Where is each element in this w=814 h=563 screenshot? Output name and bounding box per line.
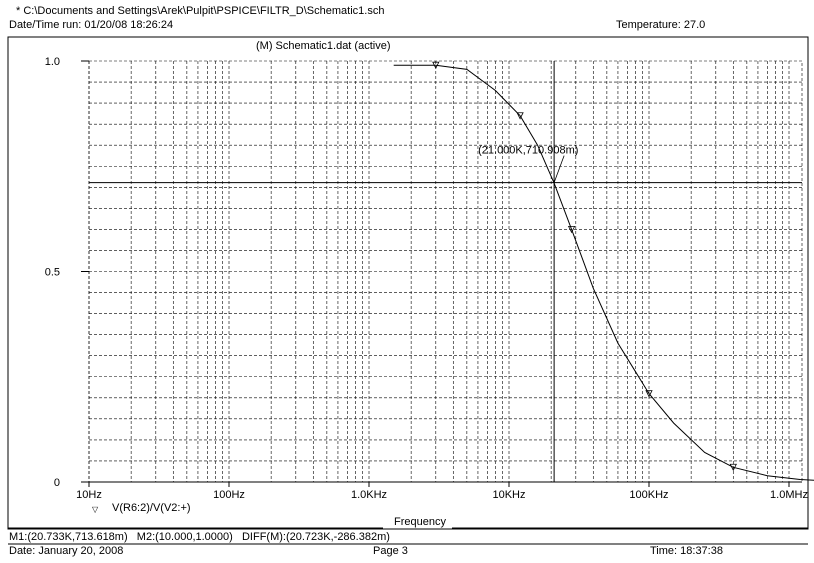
cursor-annotation-leader: [553, 155, 565, 183]
ticks-layer: 10Hz 100Hz 1.0KHz 10KHz 100KHz 1.0MHz 0 0.5 1.0: [45, 56, 808, 501]
grid-layer: [88, 61, 802, 482]
plot-section-title[interactable]: (M) Schematic1.dat (active): [256, 40, 391, 52]
cursor-layer: (21.000K,710.908m): [89, 61, 802, 482]
legend-marker-icon: ▽: [92, 505, 99, 514]
legend-series-label[interactable]: V(R6:2)/V(V2:+): [112, 502, 191, 514]
cursor-measurements: M1:(20.733K,713.618m) M2:(10.000,1.0000)…: [9, 531, 390, 543]
x-tick-label: 100KHz: [629, 489, 668, 501]
x-tick-label: 100Hz: [213, 489, 245, 501]
x-tick-label: 10Hz: [76, 489, 102, 501]
x-tick-label: 1.0MHz: [770, 489, 808, 501]
series-layer: [393, 61, 814, 481]
footer-date: Date: January 20, 2008: [9, 545, 124, 557]
cursor-annotation-label: (21.000K,710.908m): [478, 145, 578, 157]
footer-page: Page 3: [373, 545, 408, 557]
temperature: Temperature: 27.0: [616, 19, 706, 31]
series-line: [393, 64, 814, 481]
x-tick-label: 10KHz: [492, 489, 525, 501]
x-tick-label: 1.0KHz: [351, 489, 387, 501]
plot-frame: [7, 36, 809, 530]
y-tick-label: 0.5: [45, 267, 60, 279]
series-marker: [729, 463, 737, 472]
series-marker: [432, 61, 440, 70]
series-marker: [516, 112, 524, 120]
y-tick-label: 1.0: [45, 56, 60, 68]
series-marker: [567, 226, 576, 234]
x-axis-label: Frequency: [394, 516, 446, 528]
series-marker: [645, 390, 653, 398]
y-tick-label: 0: [54, 477, 60, 489]
datetime-run: Date/Time run: 01/20/08 18:26:24: [9, 19, 174, 31]
file-path: * C:\Documents and Settings\Arek\Pulpit\…: [16, 5, 385, 17]
footer-time: Time: 18:37:38: [650, 545, 723, 557]
